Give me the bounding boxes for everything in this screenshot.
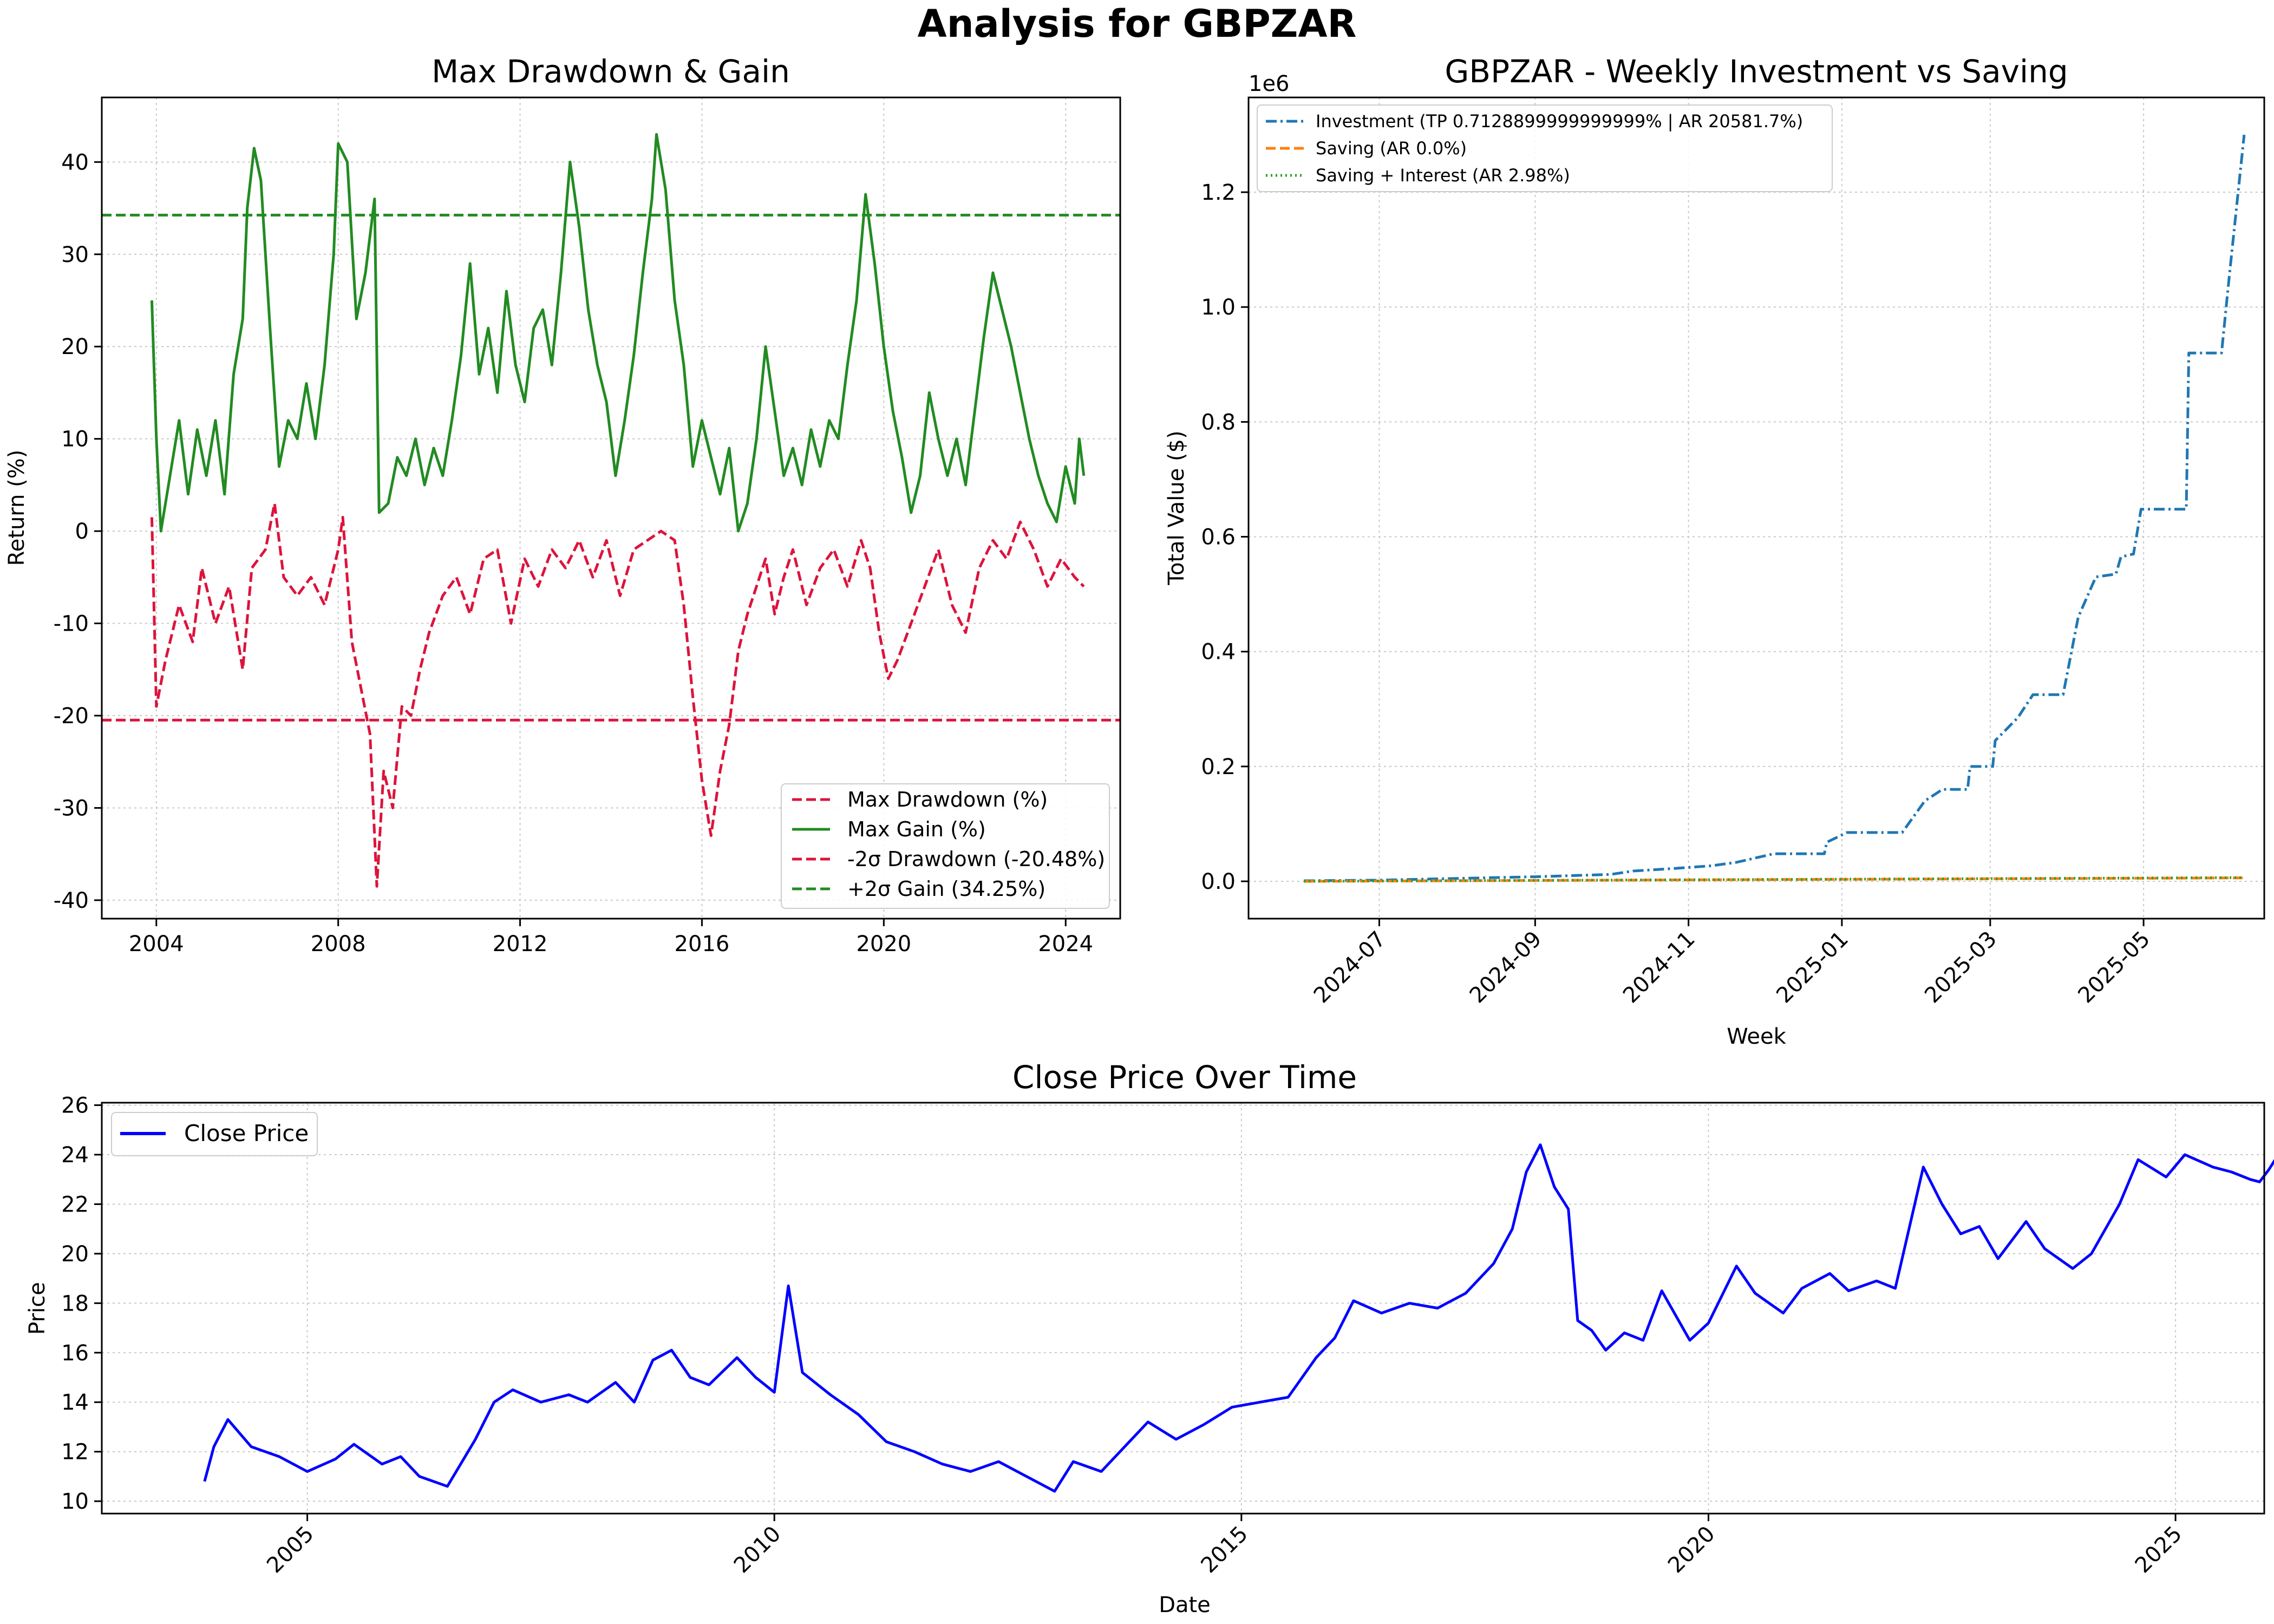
y-tick-label: 18 (61, 1291, 89, 1316)
series-line (203, 1143, 2274, 1493)
y-tick-label: 10 (61, 427, 89, 452)
panel-close-price-frame (101, 1102, 2265, 1515)
x-tick-label: 2024-07 (1309, 927, 1391, 1009)
x-tick-label: 2025-05 (2073, 927, 2155, 1009)
panel-investment-saving-ticks: 2024-07 2024-09 2024-11 2025-01 2025-03 2025-… (1201, 180, 2155, 1008)
y-tick-label: 0.6 (1201, 525, 1236, 550)
x-tick-label: 2004 (129, 932, 184, 957)
legend-box (111, 1112, 318, 1156)
legend-label-2sigma-drawdown: -2σ Drawdown (-20.48%) (847, 847, 1105, 871)
y-tick-label: 40 (61, 150, 89, 175)
panel-drawdown-gain-ylabel: Return (%) (4, 450, 29, 566)
y-tick-label: 0 (75, 519, 89, 544)
panel-investment-saving-marks (1304, 134, 2246, 883)
legend-label-saving: Saving (AR 0.0%) (1316, 138, 1467, 159)
panel-investment-saving-offset-label: 1e6 (1249, 71, 1290, 96)
panel-investment-saving-ylabel: Total Value ($) (1164, 430, 1189, 585)
panel-drawdown-gain-legend: Max Drawdown (%) Max Gain (%) -2σ Drawdo… (781, 783, 1110, 909)
series-line (1304, 876, 2244, 883)
legend-label-saving-interest: Saving + Interest (AR 2.98%) (1316, 165, 1570, 186)
panel-investment-saving-legend: Investment (TP 0.7128899999999999% | AR … (1257, 104, 1833, 192)
y-tick-label: 0.8 (1201, 410, 1236, 435)
legend-label-investment: Investment (TP 0.7128899999999999% | AR … (1316, 111, 1803, 132)
y-tick-label: 10 (61, 1489, 89, 1514)
panel-investment-saving: GBPZAR - Weekly Investment vs Saving 202… (1164, 53, 2265, 1049)
x-tick-label: 2012 (493, 932, 548, 957)
x-tick-label: 2024 (1038, 932, 1093, 957)
panel-close-price-title: Close Price Over Time (1012, 1059, 1357, 1096)
y-tick-label: -20 (54, 704, 89, 729)
series-line (150, 133, 1086, 533)
x-tick-label: 2005 (262, 1522, 319, 1579)
y-tick-label: 30 (61, 243, 89, 267)
legend-label-max-drawdown: Max Drawdown (%) (847, 788, 1048, 811)
legend-label-max-gain: Max Gain (%) (847, 817, 986, 841)
y-tick-label: 0.0 (1201, 869, 1236, 894)
x-tick-label: 2025 (2131, 1522, 2187, 1579)
y-tick-label: 20 (61, 1242, 89, 1267)
figure-title: Analysis for GBPZAR (918, 2, 1357, 46)
series-line (150, 502, 1085, 888)
x-tick-label: 2016 (675, 932, 730, 957)
x-tick-label: 2015 (1196, 1522, 1253, 1579)
y-tick-label: 1.0 (1201, 295, 1236, 320)
y-tick-label: 20 (61, 335, 89, 359)
panel-drawdown-gain-title: Max Drawdown & Gain (432, 53, 790, 90)
y-tick-label: -30 (54, 796, 89, 821)
y-tick-label: 26 (61, 1093, 89, 1118)
legend-box (781, 783, 1110, 909)
y-tick-label: 16 (61, 1341, 89, 1366)
panel-investment-saving-grid (1249, 97, 2264, 919)
x-tick-label: 2010 (729, 1522, 786, 1579)
panel-drawdown-gain-marks (102, 133, 1120, 888)
x-tick-label: 2025-03 (1920, 927, 2002, 1009)
x-tick-label: 2024-09 (1465, 927, 1547, 1009)
panel-investment-saving-title: GBPZAR - Weekly Investment vs Saving (1445, 53, 2068, 90)
y-tick-label: 1.2 (1201, 180, 1236, 205)
legend-box (1257, 104, 1833, 192)
y-tick-label: -10 (54, 612, 89, 637)
legend-label-close-price: Close Price (184, 1120, 309, 1147)
panel-close-price-ylabel: Price (25, 1282, 50, 1335)
y-tick-label: -40 (54, 888, 89, 913)
x-tick-label: 2020 (856, 932, 911, 957)
panel-close-price-legend: Close Price (111, 1112, 318, 1156)
y-tick-label: 0.4 (1201, 640, 1236, 665)
panel-close-price-grid (102, 1103, 2264, 1514)
panel-close-price-xlabel: Date (1159, 1593, 1211, 1618)
panel-drawdown-gain-frame (101, 96, 1121, 920)
y-tick-label: 12 (61, 1440, 89, 1465)
y-tick-label: 22 (61, 1192, 89, 1217)
y-tick-label: 24 (61, 1143, 89, 1168)
y-tick-label: 14 (61, 1390, 89, 1415)
legend-label-2sigma-gain: +2σ Gain (34.25%) (847, 877, 1045, 901)
panel-close-price-ticks: 2005 2010 2015 2020 2025 10 12 14 16 18 20 22 24 26 (61, 1093, 2187, 1578)
panel-investment-saving-xlabel: Week (1727, 1024, 1786, 1049)
panel-close-price: Close Price Over Time 2005 2010 2015 2020 20… (25, 1059, 2274, 1618)
x-tick-label: 2020 (1663, 1522, 1720, 1579)
y-tick-label: 0.2 (1201, 755, 1236, 780)
panel-investment-saving-frame (1247, 96, 2265, 920)
x-tick-label: 2008 (311, 932, 366, 957)
series-line (1304, 134, 2246, 882)
panel-drawdown-gain-ticks: 2004 2008 2012 2016 2020 2024 -40 -30 -20 -10 0 10 2… (54, 150, 1093, 957)
panel-drawdown-gain: Max Drawdown & Gain 2004 2008 2012 2016 2020… (4, 53, 1121, 957)
x-tick-label: 2025-01 (1772, 927, 1853, 1009)
panel-close-price-marks (203, 1143, 2274, 1493)
x-tick-label: 2024-11 (1618, 927, 1700, 1009)
